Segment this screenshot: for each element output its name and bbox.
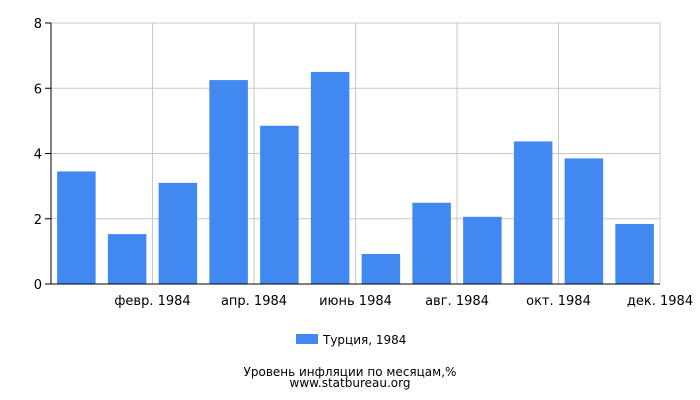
chart-legend: Турция, 1984 <box>296 333 406 347</box>
x-axis-labels: февр. 1984 апр. 1984 июнь 1984 авг. 1984 окт… <box>114 294 693 309</box>
bar <box>463 216 502 284</box>
x-tick-label: дек. 1984 <box>627 294 693 309</box>
y-tick-label: 6 <box>34 82 42 97</box>
y-tick-label: 2 <box>34 213 42 228</box>
bar <box>615 223 654 284</box>
chart-source: www.statbureau.org <box>289 376 411 390</box>
bar <box>107 234 147 284</box>
chart-bars <box>57 71 654 284</box>
bar <box>310 71 350 284</box>
y-tick-label: 0 <box>34 278 42 293</box>
x-tick-label: апр. 1984 <box>221 294 287 309</box>
x-tick-label: авг. 1984 <box>425 294 489 309</box>
y-tick-label: 8 <box>34 17 42 32</box>
chart-axes <box>45 22 660 285</box>
y-tick-label: 4 <box>34 148 42 163</box>
bar <box>260 125 299 284</box>
x-tick-label: февр. 1984 <box>114 294 190 309</box>
bar <box>564 158 604 284</box>
chart-title: Уровень инфляции по месяцам,% <box>243 365 457 379</box>
x-tick-label: июнь 1984 <box>319 294 392 309</box>
legend-label: Турция, 1984 <box>322 333 406 347</box>
bar <box>361 253 401 284</box>
bar <box>412 202 451 284</box>
y-axis-labels: 0 2 4 6 8 <box>34 17 42 293</box>
x-tick-label: окт. 1984 <box>526 294 591 309</box>
bar <box>158 182 198 284</box>
bar <box>209 80 248 284</box>
legend-swatch <box>296 334 318 344</box>
bar <box>513 141 553 284</box>
bar <box>57 171 96 284</box>
chart-grid <box>51 22 661 284</box>
